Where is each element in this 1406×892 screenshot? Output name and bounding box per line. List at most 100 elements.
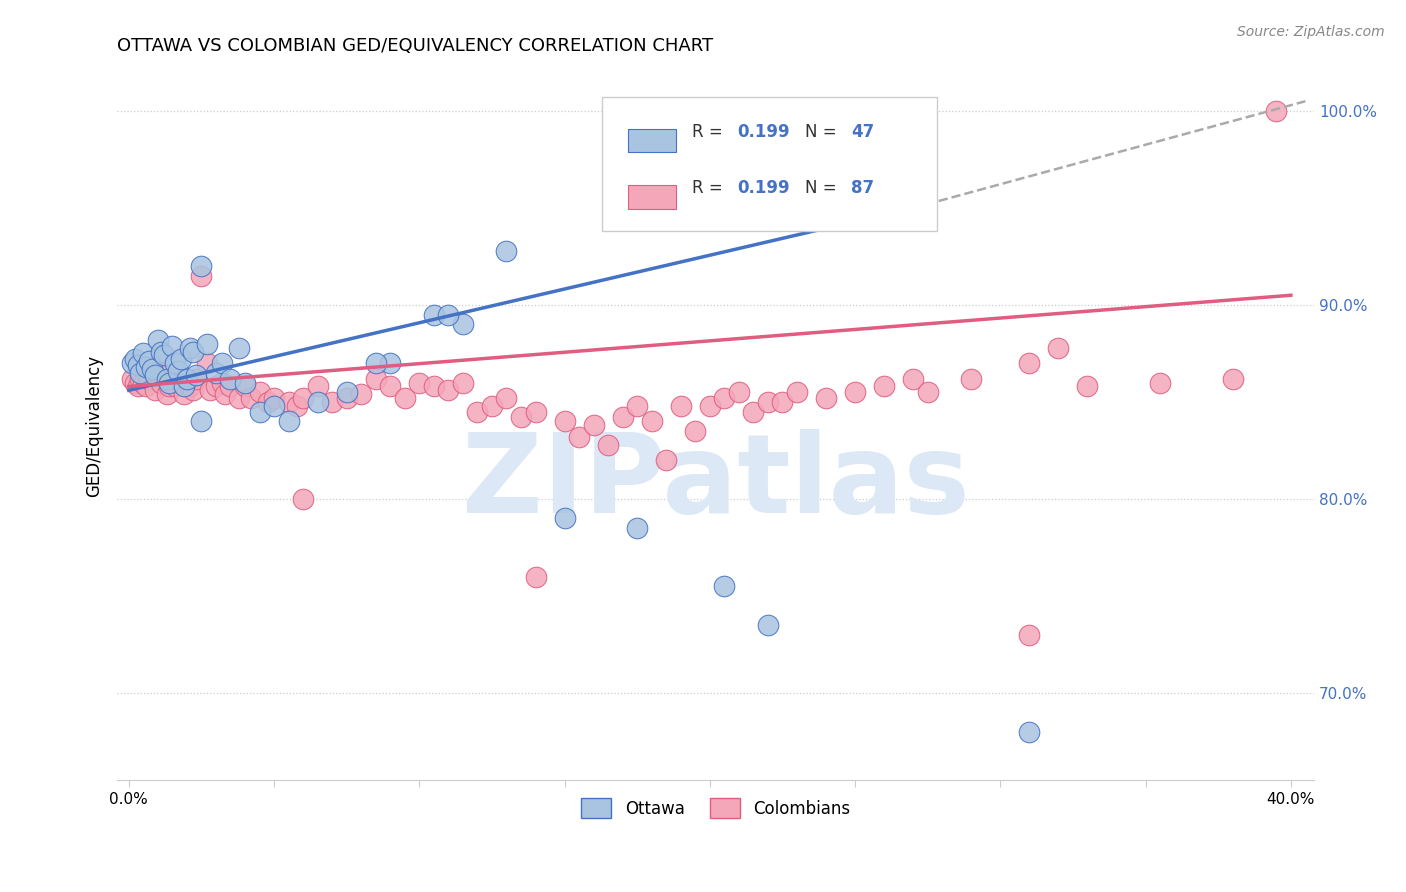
Point (263, 399, 285, 413)
Point (124, 352, 146, 367)
FancyBboxPatch shape (602, 97, 936, 231)
Point (167, 372, 190, 386)
Point (149, 376, 172, 390)
Point (510, 410, 533, 425)
FancyBboxPatch shape (628, 186, 676, 209)
Point (960, 372, 983, 386)
Point (135, 359, 157, 374)
Point (138, 354, 160, 368)
Point (408, 376, 430, 390)
Point (626, 521, 648, 535)
Text: ZIPatlas: ZIPatlas (461, 429, 970, 536)
Text: R =: R = (692, 123, 728, 141)
Point (612, 410, 634, 425)
Point (162, 339, 184, 353)
Point (626, 399, 648, 413)
Point (451, 318, 474, 332)
Point (713, 579, 735, 593)
Point (176, 372, 198, 386)
Point (380, 356, 402, 370)
Point (146, 333, 169, 347)
Point (165, 379, 187, 393)
Point (554, 414, 576, 428)
Text: N =: N = (806, 123, 842, 141)
Point (1018, 724, 1040, 739)
Point (641, 414, 664, 428)
Point (155, 372, 177, 386)
Point (170, 376, 193, 390)
Point (699, 399, 721, 413)
Point (786, 385, 808, 400)
Point (159, 376, 181, 390)
Point (292, 491, 315, 506)
Point (1149, 376, 1171, 390)
Point (205, 379, 228, 393)
Point (321, 395, 343, 409)
Point (129, 372, 152, 386)
Point (1018, 356, 1040, 370)
Point (451, 376, 474, 390)
Point (350, 387, 373, 401)
Point (190, 268, 212, 283)
Point (195, 356, 218, 370)
Point (214, 387, 236, 401)
Point (121, 356, 143, 370)
Point (132, 346, 155, 360)
Point (277, 395, 299, 409)
Point (121, 372, 143, 386)
Point (380, 379, 402, 393)
Point (873, 379, 896, 393)
Point (437, 384, 460, 398)
Text: 47: 47 (851, 123, 875, 141)
Point (437, 308, 460, 322)
Point (205, 366, 228, 380)
Text: 0.199: 0.199 (737, 123, 790, 141)
Point (336, 391, 359, 405)
Point (423, 308, 446, 322)
Point (713, 391, 735, 405)
Point (277, 414, 299, 428)
Point (756, 395, 779, 409)
Point (195, 336, 218, 351)
Text: N =: N = (806, 178, 842, 196)
Point (685, 424, 707, 438)
Point (568, 430, 591, 444)
Point (127, 379, 149, 393)
Point (149, 344, 172, 359)
Point (669, 399, 692, 413)
Point (495, 391, 517, 405)
Point (394, 391, 416, 405)
Point (170, 352, 193, 367)
Point (1222, 372, 1244, 386)
Point (233, 376, 256, 390)
Point (228, 341, 250, 355)
Legend: Ottawa, Colombians: Ottawa, Colombians (575, 791, 856, 825)
Point (184, 372, 207, 386)
Point (917, 385, 939, 400)
Point (844, 385, 866, 400)
Text: R =: R = (692, 178, 728, 196)
Point (467, 405, 489, 419)
Point (173, 379, 195, 393)
Y-axis label: GED/Equivalency: GED/Equivalency (86, 355, 103, 497)
Point (181, 384, 204, 398)
Point (364, 356, 387, 370)
Point (285, 399, 308, 413)
Point (190, 259, 212, 273)
Point (582, 418, 605, 433)
Point (742, 405, 765, 419)
Point (173, 387, 195, 401)
Point (1047, 341, 1070, 355)
Point (179, 379, 201, 393)
Point (198, 384, 221, 398)
Point (307, 379, 329, 393)
Point (655, 453, 678, 467)
Point (249, 385, 271, 400)
Text: 0.199: 0.199 (737, 178, 790, 196)
Point (364, 372, 387, 386)
Point (138, 372, 160, 386)
Point (336, 385, 359, 400)
Point (239, 391, 262, 405)
Point (495, 244, 517, 258)
Point (524, 569, 547, 583)
